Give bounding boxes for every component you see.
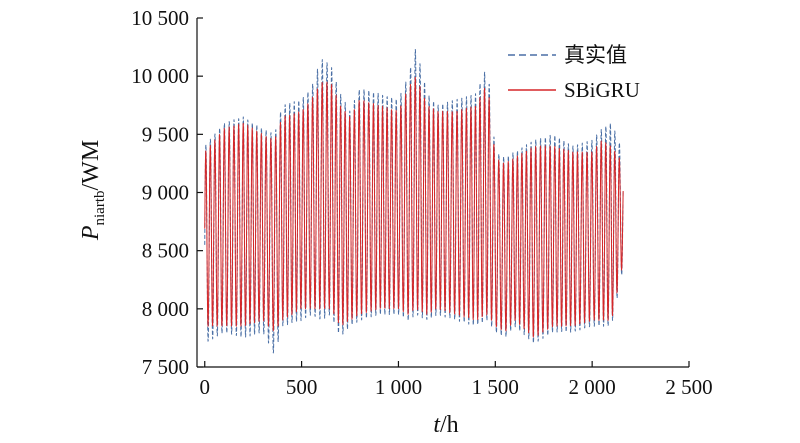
y-tick-label: 9 000 <box>142 181 189 205</box>
x-tick-label: 500 <box>286 375 318 399</box>
legend: 真实值 SBiGRU <box>508 43 640 102</box>
series-line-sbigru <box>204 76 624 338</box>
y-tick-label: 10 000 <box>131 64 189 88</box>
x-tick-label: 2 000 <box>569 375 616 399</box>
x-tick-label: 2 500 <box>665 375 712 399</box>
x-tick-label: 1 000 <box>375 375 422 399</box>
x-axis-var: t <box>433 412 441 438</box>
x-axis-unit: /h <box>440 412 459 438</box>
y-axis-title: Pniartb/WM <box>78 140 108 241</box>
series-layer <box>204 48 624 354</box>
ticks-layer: 0 500 1 000 1 500 2 000 2 500 7 500 8 000 8 500 9… <box>131 6 712 399</box>
y-axis-var: P <box>78 225 104 241</box>
y-tick-label: 8 000 <box>142 297 189 321</box>
y-tick-label: 7 500 <box>142 355 189 379</box>
y-tick-label: 10 500 <box>131 6 189 30</box>
y-tick-label: 9 500 <box>142 122 189 146</box>
legend-label-sbigru: SBiGRU <box>564 78 640 102</box>
y-axis-subscript: niartb <box>92 191 108 226</box>
x-axis-title: t/h <box>433 412 458 438</box>
x-tick-label: 1 500 <box>472 375 519 399</box>
y-tick-label: 8 500 <box>142 239 189 263</box>
legend-label-true-value: 真实值 <box>564 43 627 67</box>
y-axis-unit: /WM <box>78 140 104 191</box>
x-tick-label: 0 <box>199 375 210 399</box>
